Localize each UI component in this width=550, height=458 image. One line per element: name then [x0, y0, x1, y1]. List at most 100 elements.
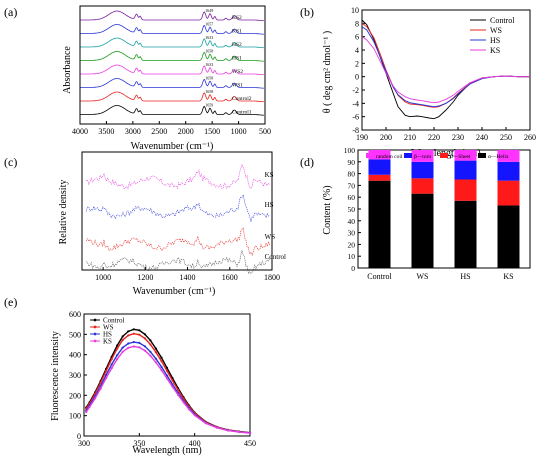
panel-a-series-label-ks2: KS2	[232, 15, 242, 21]
panel-a-xlabel: Wavenumber (cm⁻¹)	[131, 141, 214, 152]
panel-d-ylabel: Content (%)	[322, 185, 333, 234]
panel-a-xtick-label: 1000	[231, 127, 247, 136]
panel-b-xtick-label: 190	[356, 133, 368, 142]
panel-a-peak-label-hs2: 1633	[205, 35, 213, 40]
panel-e-ytick-label: 300	[69, 371, 81, 380]
panel-e-legend-marker-ks	[93, 339, 97, 343]
panel-d-legend-swatch-helix	[478, 153, 486, 158]
panel-b-ytick-label: 0	[355, 73, 359, 82]
panel-d-bar-ks-helix	[497, 205, 520, 268]
panel-b-ytick-label: -4	[352, 99, 359, 108]
panel-d-legend-label-helix: α—Helix	[488, 154, 509, 160]
panel-e-xtick-label: 300	[78, 439, 90, 448]
panel-d-legend-label-random-coil: random coil	[376, 154, 403, 160]
panel-e-point-ks	[110, 367, 113, 370]
panel-e-point-control	[127, 330, 130, 333]
panel-d-ytick-label: 60	[348, 193, 356, 202]
panel-b-series-hs	[361, 26, 530, 108]
panel-e-point-hs	[127, 342, 130, 345]
panel-d-legend-swatch-sheet	[440, 153, 448, 158]
panel-e-point-ws	[143, 337, 146, 340]
panel-b-series-ws	[361, 22, 530, 108]
panel-a-series-hs1	[80, 51, 264, 62]
panel-e-ytick-label: 100	[69, 412, 81, 421]
panel-e-point-ks	[143, 349, 146, 352]
panel-e-point-ks	[177, 393, 180, 396]
panel-a-series-control1	[80, 105, 264, 116]
panel-a-xtick-label: 1500	[204, 127, 220, 136]
panel-label-d: (d)	[300, 155, 314, 169]
panel-d-ytick-label: 10	[348, 252, 356, 261]
panel-e-point-ks	[85, 410, 88, 414]
panel-e-point-ws	[132, 332, 135, 335]
panel-d-legend-label-sheet: β—Sheet	[450, 154, 471, 160]
panel-e-legend-label-ks: KS	[103, 338, 112, 346]
panel-a-xtick-label: 2500	[151, 127, 167, 136]
panel-d-ytick-label: 40	[348, 217, 356, 226]
panel-d-bar-control-turn	[368, 159, 391, 175]
panel-d-ytick-label: 80	[348, 170, 356, 179]
panel-b-xtick-label: 230	[452, 133, 464, 142]
panel-e-legend-marker-control	[93, 318, 97, 322]
panel-c-xtick-label: 1400	[180, 273, 196, 282]
panel-a-series-label-hs2: HS2	[232, 42, 242, 48]
panel-d-ytick-label: 30	[348, 229, 356, 238]
panel-e-point-hs	[121, 346, 124, 349]
panel-e-legend-label-control: Control	[103, 317, 124, 325]
panel-a-peak-label-control1: 1659	[205, 103, 213, 108]
panel-e-point-control	[160, 356, 163, 359]
panel-e-ytick-label: 500	[69, 330, 81, 339]
panel-a-series-ws1	[80, 78, 264, 89]
panel-e-point-hs	[160, 365, 163, 368]
panel-b-legend-label-hs: HS	[490, 36, 500, 45]
panel-e-series-ws	[85, 332, 251, 434]
panel-c-xlabel: Wavenumber (cm⁻¹)	[133, 286, 216, 297]
panel-e-ytick-label: 200	[69, 391, 81, 400]
panel-d-bar-ws-helix	[411, 193, 434, 268]
panel-d-bar-hs-random-coil	[454, 150, 477, 161]
panel-d-bar-ws-sheet	[411, 178, 434, 194]
panel-e-point-hs	[138, 341, 141, 344]
panel-d-bar-control-sheet	[368, 174, 391, 181]
panel-e-point-control	[149, 339, 152, 342]
panel-e-point-ws	[110, 358, 113, 361]
panel-label-a: (a)	[4, 5, 17, 19]
panel-c-ylabel: Relative density	[58, 180, 69, 245]
panel-c-series-label-hs: HS	[265, 201, 274, 209]
panel-d-category-label-ks: KS	[503, 272, 513, 281]
panel-e-point-hs	[165, 374, 169, 377]
panel-e-point-hs	[149, 350, 152, 353]
panel-e-ylabel: Fluorescence intensity	[50, 331, 61, 421]
panel-d-bar-control-random-coil	[368, 150, 391, 160]
panel-a-peak-label-ws1: 1658	[205, 76, 213, 81]
panel-e-point-ks	[99, 387, 102, 390]
panel-e-point-ws	[177, 388, 180, 392]
panel-b-xtick-label: 250	[500, 133, 512, 142]
panel-c-xtick-label: 1000	[95, 273, 111, 282]
panel-e-point-ks	[116, 358, 119, 361]
panel-e-point-ks	[121, 350, 124, 353]
panel-label-c: (c)	[4, 155, 17, 169]
panel-d-bar-hs-helix	[454, 200, 477, 268]
panel-a-peak-label-ks2: 1649	[205, 8, 213, 13]
panel-d-bar-chart: 0 10 20 30 40 50 60 70 80 90 100 Control WS HS KS ran…	[322, 146, 531, 281]
panel-b-xtick-label: 260	[524, 133, 536, 142]
panel-e-series-ks	[85, 345, 251, 434]
panel-e-point-hs	[143, 345, 146, 348]
panel-d-category-label-hs: HS	[460, 272, 470, 281]
panel-a-series-control2	[80, 91, 264, 103]
panel-c-series-hs	[85, 193, 270, 223]
panel-e-point-ws	[171, 379, 174, 382]
panel-e-xtick-label: 450	[244, 439, 256, 448]
panel-e-point-control	[132, 328, 135, 331]
panel-e-ytick-label: 0	[77, 432, 81, 441]
panel-d-ytick-label: 50	[348, 205, 356, 214]
panel-e-point-ws	[99, 381, 102, 384]
panel-c-series-label-ws: WS	[265, 233, 276, 241]
panel-c-xtick-label: 1800	[264, 273, 280, 282]
panel-d-ytick-label: 0	[351, 264, 355, 273]
panel-c-raman-chart: KS HS WS Control 1000 1200 1400 1600 1800 Relat…	[58, 151, 286, 297]
panel-d-bar-hs-turn	[454, 160, 477, 180]
panel-e-xtick-label: 400	[189, 439, 201, 448]
